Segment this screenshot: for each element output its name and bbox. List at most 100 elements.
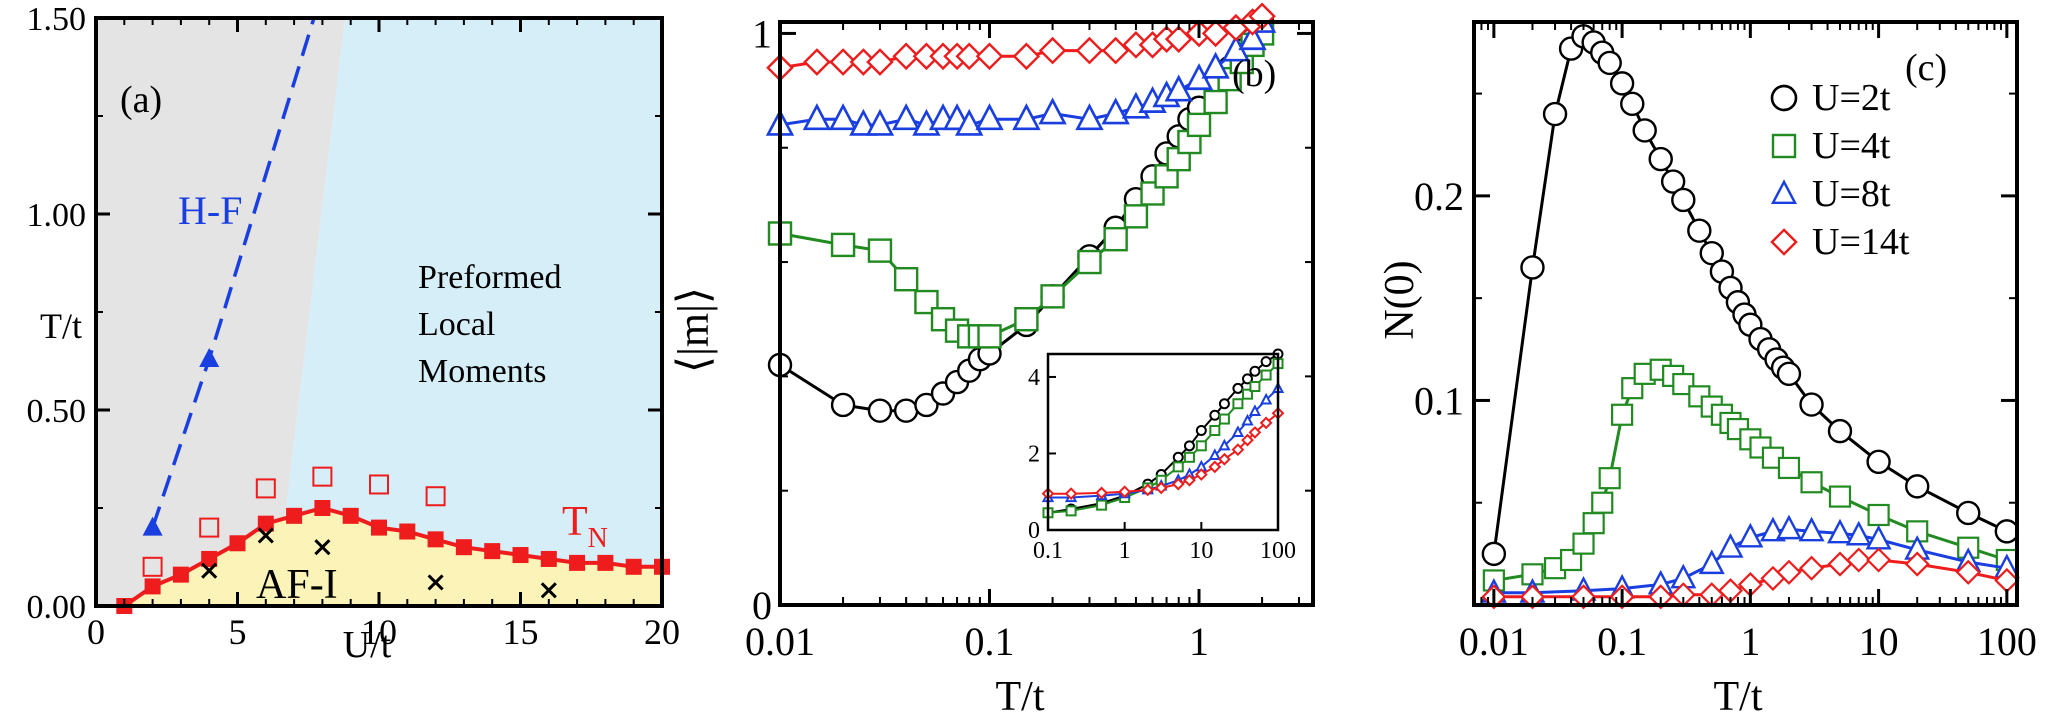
inset-x-tick-label: 100 xyxy=(1260,538,1296,564)
phase-region-background xyxy=(96,18,346,606)
phase-region-af-insulator xyxy=(124,508,663,606)
tn-point xyxy=(172,566,189,583)
marker-u-8t xyxy=(849,108,878,136)
panel-a-marks xyxy=(116,17,670,614)
inset-marker-u-14t xyxy=(1141,483,1155,497)
legend-label: U=4t xyxy=(1812,125,1891,167)
inset-marker-u-2t xyxy=(1209,409,1221,421)
marker-u-14t xyxy=(1164,25,1193,53)
inset-y-tick-label: 2 xyxy=(1028,441,1040,467)
y-tick-label-a: 0.50 xyxy=(27,393,87,430)
preformed-label-line3: Moments xyxy=(418,353,546,390)
open-square-point xyxy=(255,478,276,499)
marker-u-2t xyxy=(1699,240,1724,266)
marker-u-14t xyxy=(975,42,1004,71)
panel-label-a: (a) xyxy=(120,79,162,121)
marker-u-2t xyxy=(1542,101,1568,127)
inset-x-tick-label: 1 xyxy=(1119,538,1131,564)
open-square-point xyxy=(425,486,446,507)
inset-marker-u-14t xyxy=(1194,468,1208,481)
legend-label: U=8t xyxy=(1812,173,1891,215)
marker-u-8t xyxy=(975,103,1004,131)
panel-c: 0.01 0.1 1 10 100 0.1 0.2 (c) N(0) T/t U=2t U=4… xyxy=(1377,20,2037,720)
marker-u-4t xyxy=(1572,532,1595,555)
tn-point xyxy=(229,535,246,552)
tn-point xyxy=(625,558,642,575)
open-square-point xyxy=(312,466,333,487)
inset-marker-u-8t xyxy=(1248,404,1262,416)
y-tick-label-a: 1.00 xyxy=(27,197,87,234)
x-tick-label-c: 1 xyxy=(1740,619,1760,664)
inset-marker-u-4t xyxy=(1260,369,1272,381)
hf-point xyxy=(199,348,220,368)
marker-u-2t xyxy=(1687,218,1712,243)
inset-marker-u-2t xyxy=(1260,356,1272,368)
open-square-point xyxy=(199,517,220,538)
marker-u-8t xyxy=(1101,97,1130,125)
y-tick-label-b: 1 xyxy=(752,11,772,56)
inset-y-tick-label: 4 xyxy=(1028,365,1040,391)
inset-marker-u-14t xyxy=(1183,473,1196,487)
marker-u-4t xyxy=(1123,204,1149,229)
inset-marker-u-14t xyxy=(1171,477,1185,491)
tn-label: TN xyxy=(562,499,608,554)
marker-u-14t xyxy=(1201,19,1230,48)
inset-marker-u-8t xyxy=(1231,425,1245,438)
marker-u-14t xyxy=(803,48,831,76)
inset-marker-u-14t xyxy=(1095,486,1108,500)
panel-b-frame xyxy=(778,20,1315,607)
tn-point xyxy=(427,531,444,548)
marker-u-14t xyxy=(829,48,857,76)
line-u-2t xyxy=(779,21,1264,413)
marker-u-8t xyxy=(891,103,921,131)
marker-u-2t xyxy=(1827,418,1853,444)
marker-u-14t xyxy=(866,48,894,76)
marker-u-4t xyxy=(1203,89,1228,115)
legend-label: U=2t xyxy=(1812,77,1891,119)
axis-label-x-a: U/t xyxy=(343,624,392,666)
x-tick-label-a: 10 xyxy=(361,612,397,652)
marker-u-2t xyxy=(1660,169,1686,194)
x-tick-label-c: 0.01 xyxy=(1459,619,1529,664)
marker-u-2t xyxy=(1620,91,1645,117)
y-tick-label-c: 0.2 xyxy=(1414,174,1464,219)
marker-u-8t xyxy=(1012,103,1041,131)
inset-marker-u-2t xyxy=(1249,365,1261,377)
cross-point xyxy=(427,574,444,591)
marker-u-4t xyxy=(1103,226,1128,252)
tn-point xyxy=(455,539,472,556)
marker-u-4t xyxy=(1777,456,1801,480)
cross-point xyxy=(201,562,218,579)
panel-label-b: (b) xyxy=(1232,53,1276,95)
inset-marker-u-4t xyxy=(1195,440,1207,452)
inset-line-u-8t xyxy=(1048,387,1279,499)
inset-marker-u-14t xyxy=(1248,426,1262,439)
cross-point xyxy=(257,527,274,544)
marker-u-2t xyxy=(1994,519,2020,544)
tn-label-sub: N xyxy=(588,523,608,554)
marker-u-14t xyxy=(1648,584,1674,610)
marker-u-2t xyxy=(1799,392,1824,417)
marker-u-2t xyxy=(1671,187,1696,213)
marker-u-14t xyxy=(1866,547,1892,573)
marker-u-4t xyxy=(1014,307,1039,332)
open-square-point xyxy=(142,556,163,577)
inset-marker-u-4t xyxy=(1096,499,1108,511)
marker-u-8t xyxy=(1038,97,1067,125)
marker-u-14t xyxy=(1075,36,1104,65)
x-tick-label-c: 100 xyxy=(1977,619,2037,664)
inset-marker-u-4t xyxy=(1249,381,1261,393)
panel-a-ticks: 0 5 10 15 20 0.00 0.50 1.00 1.50 xyxy=(27,1,681,652)
marker-u-2t xyxy=(1632,118,1657,143)
hf-point xyxy=(142,516,163,536)
inset-marker-u-4t xyxy=(1172,461,1184,473)
x-tick-label-a: 5 xyxy=(229,612,247,652)
inset-marker-u-8t xyxy=(1218,438,1231,451)
tn-point xyxy=(569,554,586,571)
marker-u-8t xyxy=(1698,549,1725,575)
marker-u-14t xyxy=(1798,555,1825,581)
x-tick-label-a: 0 xyxy=(87,612,105,652)
marker-u-8t xyxy=(802,103,832,131)
marker-u-2t xyxy=(1776,361,1802,387)
marker-u-2t xyxy=(1597,50,1622,76)
